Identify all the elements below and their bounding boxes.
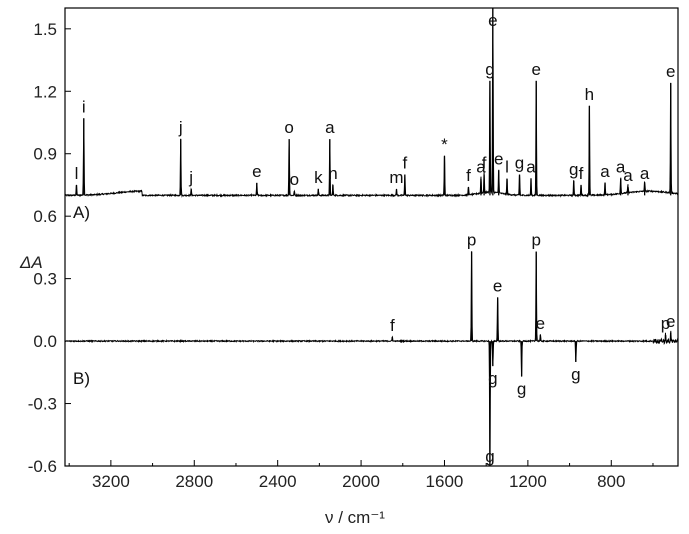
panel-a-label: A) bbox=[73, 203, 90, 222]
peak-label: f bbox=[390, 316, 395, 335]
x-tick-label: 2000 bbox=[342, 472, 380, 491]
x-axis-title: ν / cm⁻¹ bbox=[325, 508, 385, 527]
peak-label: f bbox=[402, 154, 407, 173]
peak-label: e bbox=[536, 314, 545, 333]
peak-label: k bbox=[314, 168, 323, 187]
peak-label: f bbox=[579, 164, 584, 183]
y-tick-label: 1.5 bbox=[33, 20, 57, 39]
y-axis-title: ΔA bbox=[19, 253, 43, 272]
plot-content bbox=[64, 7, 679, 467]
peak-label: l bbox=[505, 158, 509, 177]
peak-label: l bbox=[75, 164, 79, 183]
peak-label: e bbox=[666, 62, 675, 81]
peak-label: g bbox=[485, 60, 494, 79]
x-tick-label: 1600 bbox=[426, 472, 464, 491]
x-tick-label: 800 bbox=[597, 472, 625, 491]
panel-b-label: B) bbox=[73, 369, 90, 388]
peak-label: p bbox=[531, 231, 540, 250]
y-tick-label: 0.0 bbox=[33, 332, 57, 351]
peak-label: h bbox=[585, 85, 594, 104]
peak-label: e bbox=[531, 60, 540, 79]
peak-label: a bbox=[616, 158, 626, 177]
peak-label: e bbox=[494, 149, 503, 168]
peak-label: a bbox=[600, 162, 610, 181]
peak-label: m bbox=[389, 168, 403, 187]
y-tick-label: 1.2 bbox=[33, 82, 57, 101]
peak-label: p bbox=[467, 231, 476, 250]
y-axis: -0.6 -0.3 0.0 0.3 0.6 0.9 1.2 1.5 bbox=[28, 20, 71, 476]
peak-label: f bbox=[482, 154, 487, 173]
y-tick-label: -0.3 bbox=[28, 395, 57, 414]
y-tick-label: 0.6 bbox=[33, 207, 57, 226]
peak-label: f bbox=[466, 166, 471, 185]
peak-label: a bbox=[526, 158, 536, 177]
peak-label: a bbox=[640, 164, 650, 183]
peak-label: a bbox=[325, 118, 335, 137]
plot-frame bbox=[64, 7, 679, 467]
x-tick-label: 2400 bbox=[259, 472, 297, 491]
y-tick-label: 0.3 bbox=[33, 270, 57, 289]
peak-label: * bbox=[441, 135, 448, 154]
peak-label: a bbox=[476, 158, 486, 177]
peak-label: g bbox=[488, 369, 497, 388]
peak-label: i bbox=[82, 97, 86, 116]
peak-label: g bbox=[571, 365, 580, 384]
peak-label: a bbox=[623, 166, 633, 185]
x-axis: 3200 2800 2400 2000 1600 1200 800 bbox=[68, 460, 654, 491]
peak-label: g bbox=[515, 154, 524, 173]
peak-label: e bbox=[666, 312, 675, 331]
peak-label: j bbox=[178, 118, 183, 137]
peak-label: j bbox=[188, 168, 193, 187]
x-tick-label: 2800 bbox=[175, 472, 213, 491]
peak-label: n bbox=[328, 164, 337, 183]
peak-label: p bbox=[661, 314, 670, 333]
peak-label: o bbox=[284, 118, 293, 137]
x-tick-label: 3200 bbox=[92, 472, 130, 491]
peak-label: o bbox=[290, 170, 299, 189]
x-tick-label: 1200 bbox=[509, 472, 547, 491]
peak-label: e bbox=[488, 11, 497, 30]
peak-label: g bbox=[569, 160, 578, 179]
y-tick-label: 0.9 bbox=[33, 145, 57, 164]
peak-label: e bbox=[252, 162, 261, 181]
spectrum-a-line bbox=[64, 7, 679, 198]
peak-label: g bbox=[517, 379, 526, 398]
y-tick-label: -0.6 bbox=[28, 457, 57, 476]
peak-label: e bbox=[493, 276, 502, 295]
peak-label: g bbox=[485, 447, 494, 466]
